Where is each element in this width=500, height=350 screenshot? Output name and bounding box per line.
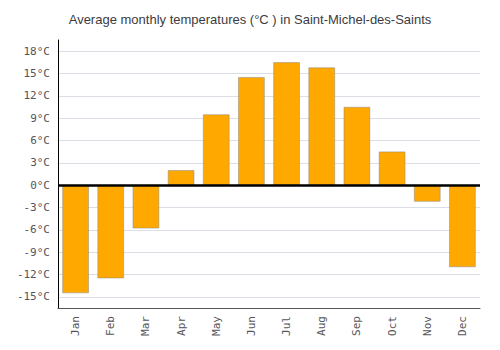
svg-text:Feb: Feb	[104, 316, 117, 336]
svg-text:-6°C: -6°C	[24, 223, 51, 236]
svg-text:15°C: 15°C	[24, 67, 51, 80]
svg-text:-3°C: -3°C	[24, 201, 51, 214]
svg-text:-12°C: -12°C	[17, 268, 50, 281]
svg-text:May: May	[210, 316, 223, 336]
svg-text:-15°C: -15°C	[17, 290, 50, 303]
svg-text:18°C: 18°C	[24, 45, 51, 58]
svg-text:3°C: 3°C	[30, 156, 50, 169]
svg-text:Oct: Oct	[386, 316, 399, 336]
svg-text:Jun: Jun	[245, 316, 258, 336]
svg-text:Sep: Sep	[350, 316, 363, 336]
svg-text:-9°C: -9°C	[24, 246, 51, 259]
svg-text:Mar: Mar	[139, 316, 152, 336]
svg-text:12°C: 12°C	[24, 89, 51, 102]
svg-text:9°C: 9°C	[30, 112, 50, 125]
svg-text:Average monthly temperatures (: Average monthly temperatures (°C ) in Sa…	[69, 12, 432, 27]
svg-text:Nov: Nov	[421, 316, 434, 336]
svg-text:6°C: 6°C	[30, 134, 50, 147]
svg-text:0°C: 0°C	[30, 179, 50, 192]
svg-text:Jan: Jan	[69, 316, 82, 336]
svg-text:Apr: Apr	[175, 316, 188, 336]
svg-text:Aug: Aug	[315, 316, 328, 336]
svg-text:Dec: Dec	[456, 316, 469, 336]
svg-text:Jul: Jul	[280, 316, 293, 336]
